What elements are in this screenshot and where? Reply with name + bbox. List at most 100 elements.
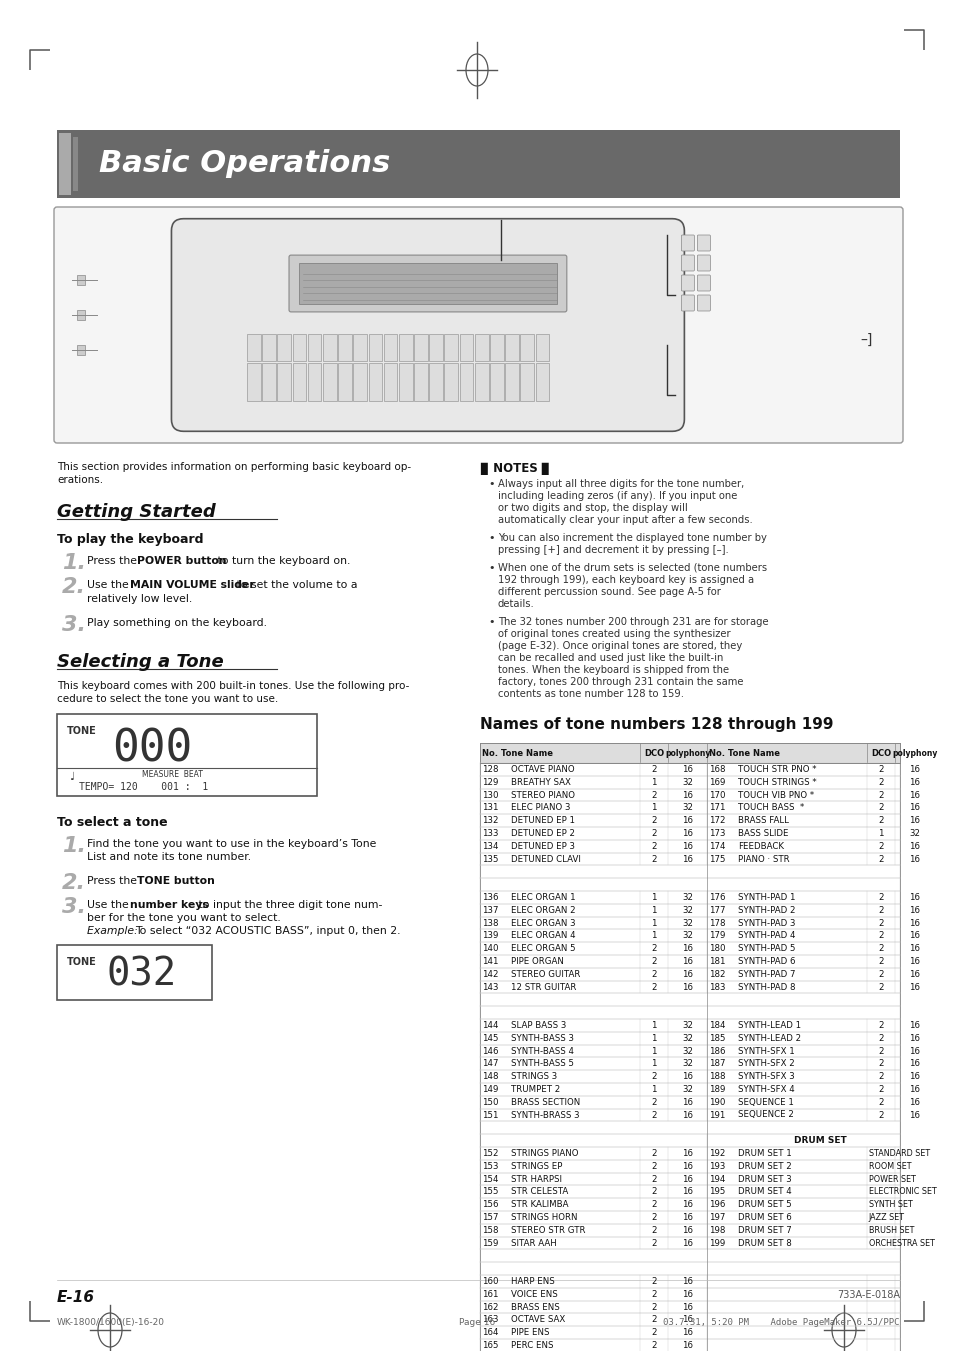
Text: 2: 2	[878, 842, 882, 851]
Text: ROOM SET: ROOM SET	[868, 1162, 910, 1171]
Text: 1: 1	[651, 1059, 656, 1069]
Text: Press the: Press the	[87, 557, 140, 566]
Text: 182: 182	[708, 970, 725, 978]
Text: 16: 16	[681, 1342, 693, 1350]
Text: details.: details.	[497, 598, 535, 609]
Bar	[262, 335, 275, 361]
Text: 16: 16	[681, 957, 693, 966]
Text: 1: 1	[651, 778, 656, 786]
Text: 16: 16	[681, 842, 693, 851]
Text: The 32 tones number 200 through 231 are for storage: The 32 tones number 200 through 231 are …	[497, 617, 768, 627]
Bar	[475, 363, 488, 400]
Text: SYNTH-PAD 2: SYNTH-PAD 2	[737, 905, 795, 915]
Text: BRASS SECTION: BRASS SECTION	[510, 1098, 579, 1106]
Text: DRUM SET 8: DRUM SET 8	[737, 1239, 791, 1247]
Text: 131: 131	[481, 804, 498, 812]
Text: 1: 1	[651, 893, 656, 902]
Bar	[535, 363, 549, 400]
Text: 16: 16	[681, 1073, 693, 1081]
Text: 32: 32	[681, 1085, 693, 1094]
Text: TONE: TONE	[67, 957, 96, 967]
Text: relatively low level.: relatively low level.	[87, 594, 193, 604]
Text: 142: 142	[481, 970, 498, 978]
Text: polyphony: polyphony	[664, 748, 710, 758]
Bar	[337, 363, 352, 400]
Text: Press the: Press the	[87, 875, 140, 886]
Bar	[337, 335, 352, 361]
Text: SYNTH-PAD 6: SYNTH-PAD 6	[737, 957, 795, 966]
Bar	[308, 363, 321, 400]
Text: 187: 187	[708, 1059, 725, 1069]
Bar	[398, 335, 413, 361]
Text: ▊ NOTES ▊: ▊ NOTES ▊	[479, 462, 550, 476]
Text: TOUCH STRINGS *: TOUCH STRINGS *	[737, 778, 816, 786]
FancyBboxPatch shape	[697, 276, 710, 290]
Text: 161: 161	[481, 1290, 498, 1298]
Text: 16: 16	[681, 1328, 693, 1337]
Text: You can also increment the displayed tone number by: You can also increment the displayed ton…	[497, 534, 766, 543]
Text: pressing [+] and decrement it by pressing [–].: pressing [+] and decrement it by pressin…	[497, 544, 728, 555]
Text: 139: 139	[481, 931, 497, 940]
Text: 1: 1	[651, 1047, 656, 1055]
Text: 16: 16	[908, 944, 920, 952]
Text: ELEC ORGAN 5: ELEC ORGAN 5	[510, 944, 575, 952]
Text: 2: 2	[651, 1162, 656, 1171]
Text: TOUCH BASS  *: TOUCH BASS *	[737, 804, 803, 812]
Text: 154: 154	[481, 1174, 498, 1183]
Text: 32: 32	[908, 830, 920, 838]
Bar	[73, 136, 78, 190]
Text: polyphony: polyphony	[891, 748, 937, 758]
Text: 16: 16	[908, 790, 920, 800]
Text: 3.: 3.	[62, 897, 86, 917]
Text: SYNTH-PAD 7: SYNTH-PAD 7	[737, 970, 795, 978]
Text: 16: 16	[908, 765, 920, 774]
Text: Use the: Use the	[87, 900, 132, 911]
Bar	[293, 335, 306, 361]
Text: ORCHESTRA SET: ORCHESTRA SET	[868, 1239, 934, 1247]
Text: SYNTH-PAD 4: SYNTH-PAD 4	[737, 931, 795, 940]
Text: 150: 150	[481, 1098, 498, 1106]
Text: contents as tone number 128 to 159.: contents as tone number 128 to 159.	[497, 689, 683, 698]
Bar	[444, 335, 457, 361]
Text: 1: 1	[651, 1034, 656, 1043]
Text: 2: 2	[651, 957, 656, 966]
Text: 2: 2	[651, 1239, 656, 1247]
Text: 2: 2	[651, 1213, 656, 1221]
Text: 16: 16	[908, 1085, 920, 1094]
Bar	[323, 363, 336, 400]
Text: DETUNED CLAVI: DETUNED CLAVI	[510, 854, 579, 863]
Text: 16: 16	[908, 970, 920, 978]
Text: 194: 194	[708, 1174, 725, 1183]
Text: 2: 2	[878, 804, 882, 812]
Text: 134: 134	[481, 842, 498, 851]
Bar	[293, 363, 306, 400]
Text: 2: 2	[651, 816, 656, 825]
Text: 183: 183	[708, 982, 725, 992]
Text: This section provides information on performing basic keyboard op-: This section provides information on per…	[57, 462, 411, 471]
Text: 32: 32	[681, 905, 693, 915]
Text: 199: 199	[708, 1239, 724, 1247]
Text: 171: 171	[708, 804, 725, 812]
Text: DCO: DCO	[643, 748, 663, 758]
Text: 32: 32	[681, 1034, 693, 1043]
Text: 2: 2	[878, 982, 882, 992]
Text: 2: 2	[878, 1073, 882, 1081]
Text: SYNTH-PAD 8: SYNTH-PAD 8	[737, 982, 795, 992]
Text: Getting Started: Getting Started	[57, 503, 215, 521]
Text: 2: 2	[651, 790, 656, 800]
Text: 193: 193	[708, 1162, 725, 1171]
Bar	[383, 363, 397, 400]
Text: 2: 2	[651, 1188, 656, 1196]
Text: 196: 196	[708, 1200, 725, 1209]
Text: 2: 2	[878, 919, 882, 928]
Text: 2: 2	[878, 931, 882, 940]
Text: 2: 2	[651, 1174, 656, 1183]
Text: This keyboard comes with 200 built-in tones. Use the following pro-: This keyboard comes with 200 built-in to…	[57, 681, 409, 690]
Text: SYNTH-PAD 1: SYNTH-PAD 1	[737, 893, 795, 902]
Text: 16: 16	[908, 931, 920, 940]
Text: 170: 170	[708, 790, 725, 800]
Text: 158: 158	[481, 1225, 498, 1235]
Text: 160: 160	[481, 1277, 498, 1286]
Text: BREATHY SAX: BREATHY SAX	[510, 778, 570, 786]
Text: SEQUENCE 1: SEQUENCE 1	[737, 1098, 793, 1106]
